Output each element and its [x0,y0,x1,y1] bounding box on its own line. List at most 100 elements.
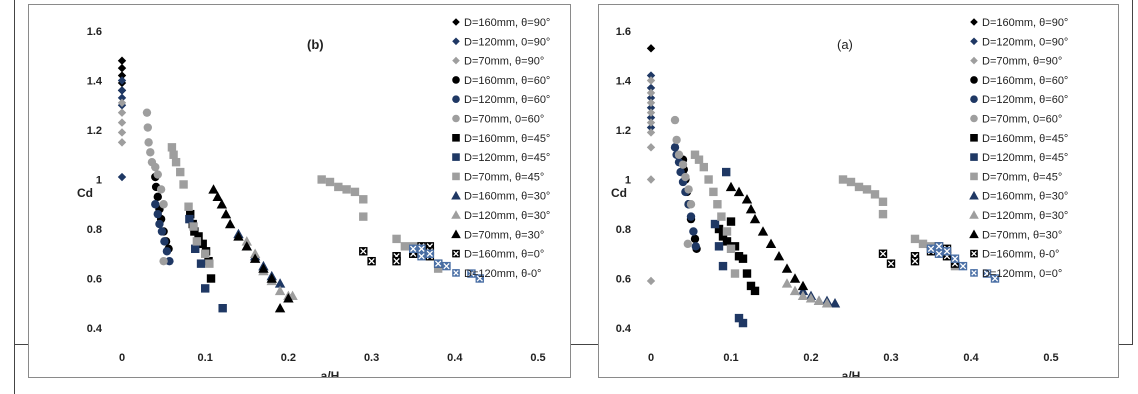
legend-marker [969,190,979,200]
data-point [186,209,195,219]
legend-label: D=120mm, θ=45° [982,152,1068,164]
data-point [392,256,401,266]
series-9 [167,143,443,273]
data-point [179,180,188,189]
data-point [317,175,326,184]
data-point-cross [393,258,400,265]
data-point [165,256,174,266]
data-point-cross [443,262,450,270]
data-point [367,256,376,266]
legend-label: D=70mm, 0=60° [982,114,1062,126]
data-point [691,242,700,251]
data-point [813,295,825,305]
data-point [681,172,690,182]
data-point [220,208,232,219]
data-point [176,167,185,177]
data-point-cross [959,262,967,270]
data-point [678,160,688,169]
data-point [192,237,202,246]
data-point [467,269,476,278]
legend-marker-cross [453,270,459,276]
legend-label: D=120mm, 0=90° [464,36,550,48]
y-tick-label: 1 [625,175,631,187]
y-tick-label: 1.2 [87,125,102,137]
series-5 [151,200,174,266]
x-tick-label: 0.5 [1043,352,1058,364]
data-point [409,244,418,253]
chart-panel-b: 0.4 0.6 0.8 1 1.2 1.4 1.6 0 0.1 0.2 0.3 0.4 0.5 Cd a/H… [28,4,571,383]
data-point [334,182,343,192]
data-point [216,199,228,209]
data-point [714,242,724,251]
data-point [117,172,127,182]
data-point-cross [426,250,433,257]
legend-marker [970,95,978,103]
legend-label: D=70mm, θ=45° [982,171,1062,183]
data-point-cross [887,260,895,267]
data-point [781,278,793,288]
legend-label: D=120mm, θ=30° [982,210,1068,222]
page-left-rule [14,0,15,394]
data-point [359,195,368,204]
legend-marker [970,37,978,46]
data-point [821,298,833,308]
legend-label: D=70mm, θ=30° [464,229,544,241]
data-point [274,278,286,288]
data-point [143,123,152,132]
legend-label: D=120mm, θ=45° [464,152,550,164]
data-point [159,256,168,266]
data-point [646,83,656,93]
data-point-cross [410,245,417,252]
data-point [870,190,880,199]
chart-b: 0.4 0.6 0.8 1 1.2 1.4 1.6 0 0.1 0.2 0.3 0.4 0.5 Cd a/H… [77,17,550,383]
data-point [249,253,261,263]
legend-label: D=120mm, θ=30° [464,210,550,222]
series-7 [714,217,760,296]
data-point [797,280,809,291]
data-point [646,113,656,122]
data-point [646,98,656,107]
data-point [117,86,127,95]
data-point [725,181,737,192]
data-point [741,194,753,204]
legend-marker [969,210,979,219]
legend-label: D=70mm, 0=60° [464,114,544,126]
data-point [241,236,252,246]
data-point [646,103,656,112]
series-6 [142,108,168,266]
series-8 [710,167,748,328]
data-point [646,71,656,80]
data-point [442,261,451,271]
legend-marker [970,134,978,142]
data-point [797,285,809,296]
data-point-cross [935,243,943,250]
data-point-cross [468,270,475,277]
data-point [886,259,896,268]
legend-label: D=70mm, θ=90° [464,56,544,68]
data-point [829,298,841,308]
x-tick-label: 0.4 [447,352,463,364]
legend-marker [452,114,460,123]
series-6 [670,115,696,249]
data-point [713,200,722,209]
x-tick-label: 0 [119,352,125,364]
data-point [274,285,286,296]
data-point [646,276,656,286]
data-point [198,239,207,249]
data-point [218,304,227,313]
legend-marker [452,56,460,65]
data-point [144,138,153,147]
legend-marker [970,76,978,84]
data-point [878,209,888,219]
data-point [167,143,177,152]
data-point [718,232,728,241]
data-point [184,202,193,211]
legend-label: D=120mm, 0=0° [982,268,1062,280]
legend-label: D=160mm, θ=90° [464,17,550,29]
data-point [117,98,127,107]
data-point [117,128,127,137]
data-point [683,239,692,249]
page-right-rule [1132,0,1133,345]
y-tick-label: 1.6 [87,26,102,38]
data-point [765,238,777,249]
